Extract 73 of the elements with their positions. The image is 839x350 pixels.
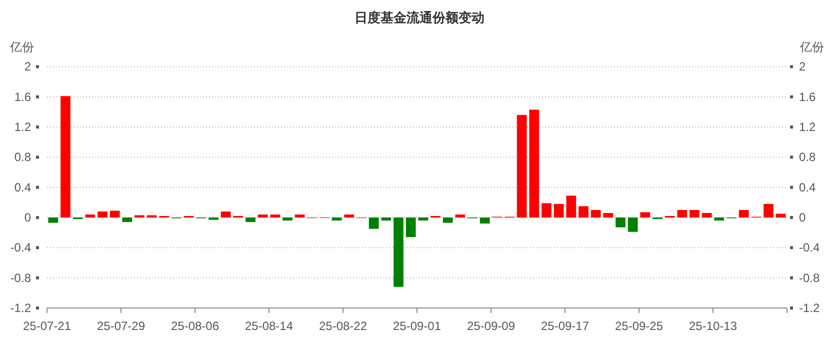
y2-tick-label: -0.8 xyxy=(799,270,820,285)
bar xyxy=(455,214,466,218)
x-tick-label: 25-08-22 xyxy=(318,319,368,333)
bar xyxy=(677,210,688,218)
bar xyxy=(282,218,292,221)
y2-axis-title: 亿份 xyxy=(799,40,824,54)
bar xyxy=(246,218,256,222)
x-tick-label: 25-09-01 xyxy=(392,319,442,333)
bar xyxy=(516,114,527,218)
bar xyxy=(628,218,638,232)
bar xyxy=(110,210,120,218)
bar xyxy=(640,212,650,218)
y-tick-label: 0 xyxy=(24,210,32,225)
bar xyxy=(344,214,354,218)
y2-tick-label: 0.4 xyxy=(799,180,816,194)
bar xyxy=(418,218,428,221)
bar xyxy=(616,218,626,228)
bar xyxy=(381,218,392,221)
y-tick-label: 2 xyxy=(24,60,32,74)
y-tick-label: 0.4 xyxy=(14,180,32,194)
bar xyxy=(270,214,280,218)
bar xyxy=(332,218,342,221)
bar xyxy=(480,218,490,224)
bar xyxy=(294,214,305,218)
x-tick-label: 25-08-14 xyxy=(244,319,294,333)
bar xyxy=(220,211,231,218)
bar xyxy=(85,214,96,218)
y-tick-label: -1.2 xyxy=(10,301,32,315)
y2-tick-label: -1.2 xyxy=(799,301,820,315)
bar xyxy=(394,218,404,287)
bar xyxy=(542,203,552,218)
bar xyxy=(690,210,700,218)
y-axis-title: 亿份 xyxy=(9,40,34,54)
bar xyxy=(554,204,564,218)
bar xyxy=(738,210,749,218)
bar xyxy=(776,214,786,218)
bar xyxy=(529,110,540,218)
bar xyxy=(146,215,157,218)
x-tick-label: 25-08-06 xyxy=(170,319,220,333)
y-tick-label: 1.6 xyxy=(14,90,32,104)
bar xyxy=(764,204,774,218)
bar xyxy=(442,218,453,223)
bar xyxy=(98,211,108,218)
bar xyxy=(134,215,144,218)
y2-tick-label: 0.8 xyxy=(799,150,816,164)
y2-tick-label: -0.4 xyxy=(799,240,820,255)
x-tick-label: 25-07-29 xyxy=(96,319,146,333)
y-tick-label: 1.2 xyxy=(14,120,32,134)
y2-tick-label: 2 xyxy=(799,60,806,74)
bar xyxy=(368,218,379,229)
bar xyxy=(566,196,576,218)
y-tick-label: -0.4 xyxy=(10,240,32,255)
y2-tick-label: 0 xyxy=(799,210,806,225)
bar xyxy=(714,218,724,221)
bar xyxy=(258,214,268,218)
x-tick-label: 25-09-25 xyxy=(614,319,664,333)
y2-tick-label: 1.6 xyxy=(799,90,816,104)
bar xyxy=(603,212,614,218)
x-tick-label: 25-09-17 xyxy=(540,319,590,333)
y-tick-label: -0.8 xyxy=(10,270,32,285)
x-tick-label: 25-10-13 xyxy=(688,319,738,333)
x-tick-label: 25-07-21 xyxy=(22,319,72,333)
bar xyxy=(590,210,601,218)
y-tick-label: 0.8 xyxy=(14,150,32,164)
bar xyxy=(122,218,132,222)
bar xyxy=(406,218,416,238)
bar xyxy=(578,206,588,218)
bar xyxy=(60,96,70,218)
chart-title: 日度基金流通份额变动 xyxy=(354,10,484,25)
x-tick-label: 25-09-09 xyxy=(466,319,516,333)
bar xyxy=(702,212,712,218)
bar xyxy=(48,218,58,223)
y2-tick-label: 1.2 xyxy=(799,120,816,134)
